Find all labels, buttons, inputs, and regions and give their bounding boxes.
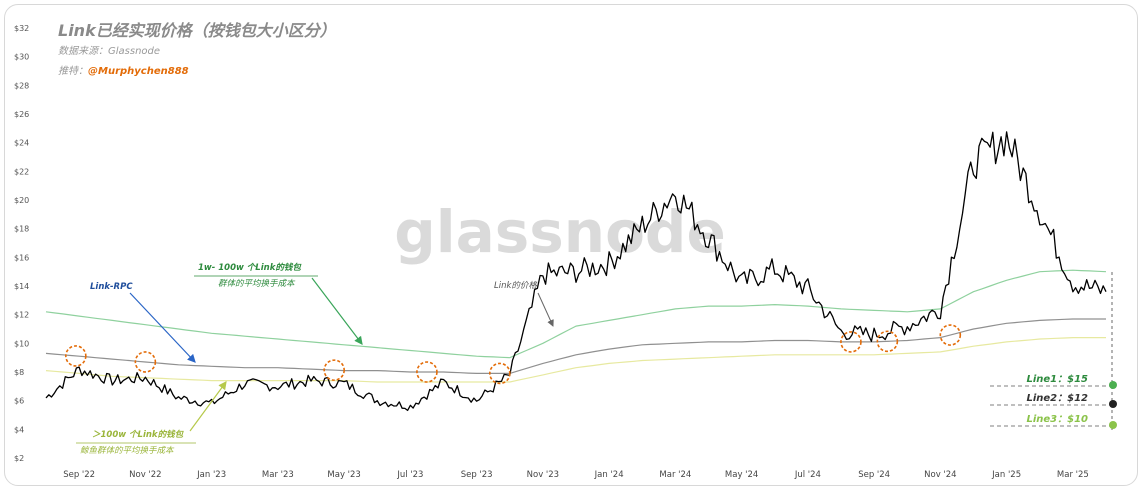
whale-annotation-line2: 鲸鱼群体的平均换手成本 [80,445,175,456]
x-tick-label: Nov '23 [527,470,559,480]
y-tick-label: $2 [14,454,24,463]
y-tick-label: $20 [14,196,29,205]
x-tick-label: Jul '23 [396,470,423,480]
chart-frame [4,4,1138,486]
highlight-circle [323,359,345,381]
level-label: Line2：$12 [1026,393,1088,404]
y-tick-label: $28 [14,81,29,90]
y-tick-label: $12 [14,311,29,320]
x-tick-label: Sep '22 [63,470,95,480]
y-tick-label: $4 [14,425,24,434]
y-tick-label: $14 [14,282,29,291]
y-tick-label: $32 [14,24,29,33]
level-dot [1109,381,1117,389]
mid-annotation-line1: 1w- 100w 个Link的钱包 [198,262,302,273]
x-tick-label: May '24 [725,470,758,480]
level-label: Line1：$15 [1026,374,1088,385]
highlight-circle [489,362,511,385]
highlight-circle [840,331,862,353]
y-tick-label: $22 [14,167,29,176]
price-annotation: Link的价格 [494,280,538,291]
x-tick-label: Nov '22 [129,470,161,480]
highlight-circle [65,345,87,367]
y-axis: $2 $4 $6 $8 $10 $12 $14 $16 $18 $20 $22 $24 $26 $28 $3… [14,24,29,463]
whale-arrow [189,381,227,432]
level-label: Line3：$10 [1026,414,1088,425]
y-tick-label: $18 [14,225,29,234]
rpc-arrow [129,292,196,363]
highlight-circle [134,351,157,373]
level-markers: Line1：$15 Line2：$12 Line3：$10 [990,272,1117,430]
mid-annotation-line2: 群体的平均换手成本 [218,278,296,289]
x-tick-label: May '23 [327,470,360,480]
highlight-circles [65,324,962,385]
chart-title: Link已经实现价格（按钱包大小区分） [58,21,336,40]
x-tick-label: Jul '24 [794,470,821,480]
mid-arrow [311,277,363,345]
x-tick-label: Mar '25 [1057,470,1089,480]
rpc-annotation: Link-RPC [90,282,133,292]
series-group [45,131,1107,412]
mid-cost-line [45,269,1107,359]
whale-cost-line [45,337,1106,383]
twitter-label: 推特：@Murphychen888 [58,65,189,77]
highlight-circle [416,361,438,383]
x-tick-label: Nov '24 [924,470,956,480]
x-tick-label: Sep '24 [858,470,890,480]
rpc-line [45,318,1106,374]
price-arrow [537,292,554,327]
y-tick-label: $26 [14,110,29,119]
highlight-circle [876,330,899,353]
data-source: 数据来源：Glassnode [58,45,160,57]
twitter-prefix: 推特： [58,65,88,77]
x-tick-label: Jan '24 [594,470,624,480]
level-dot [1109,400,1117,408]
whale-annotation-line1: ＞100w 个Link的钱包 [92,429,185,440]
x-tick-label: Jan '23 [196,470,226,480]
twitter-handle: @Murphychen888 [88,66,189,77]
y-tick-label: $30 [14,53,29,62]
x-tick-label: Sep '23 [461,470,493,480]
y-tick-label: $10 [14,339,29,348]
watermark: glassnode [394,198,726,266]
highlight-circle [939,324,962,346]
y-tick-label: $16 [14,253,29,262]
x-tick-label: Mar '23 [262,470,294,480]
x-tick-label: Jan '25 [991,470,1021,480]
y-tick-label: $24 [14,139,29,148]
y-tick-label: $6 [14,397,24,406]
price-line [45,131,1107,412]
y-tick-label: $8 [14,368,24,377]
x-tick-label: Mar '24 [659,470,691,480]
annotations: Link-RPC 1w- 100w 个Link的钱包 群体的平均换手成本 ＞10… [76,262,554,456]
level-dot [1109,421,1117,429]
x-axis: Sep '22 Nov '22 Jan '23 Mar '23 May '23 Jul '… [63,470,1089,480]
